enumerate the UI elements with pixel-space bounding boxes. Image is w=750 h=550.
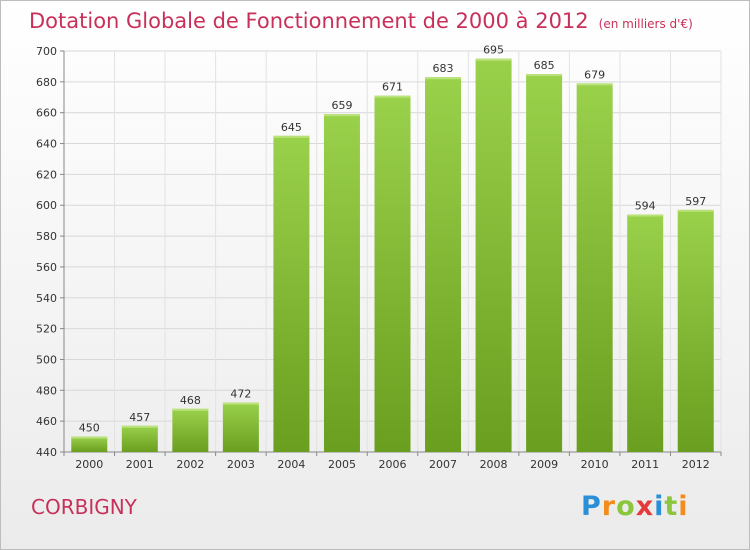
bar[interactable] (576, 83, 613, 452)
x-tick-label: 2000 (75, 458, 103, 471)
value-label: 594 (635, 199, 656, 212)
bars (71, 58, 714, 453)
y-tick-label: 600 (36, 199, 57, 212)
bar[interactable] (374, 95, 411, 452)
bar[interactable] (526, 74, 563, 452)
x-tick-label: 2009 (530, 458, 558, 471)
value-label: 671 (382, 81, 403, 94)
bar-highlight (323, 114, 360, 117)
logo-letter-x: x (635, 491, 655, 522)
value-label: 468 (180, 394, 201, 407)
bar[interactable] (323, 114, 360, 452)
city-name: CORBIGNY (31, 495, 137, 519)
logo-letter-i: i (654, 491, 665, 522)
bar-highlight (71, 436, 108, 439)
value-label: 659 (331, 99, 352, 112)
y-tick-label: 700 (36, 45, 57, 58)
axes: 440 460 480 500 520 540 560 580 600 620 640 660 680 7… (36, 45, 722, 471)
logo-letter-r: r (601, 491, 617, 522)
value-label: 685 (534, 59, 555, 72)
bar-highlight (627, 214, 664, 217)
logo-letter-o: o (616, 491, 636, 522)
y-tick-label: 480 (36, 384, 57, 397)
value-label: 679 (584, 68, 605, 81)
x-tick-label: 2012 (682, 458, 710, 471)
bar-highlight (222, 402, 259, 405)
y-tick-label: 520 (36, 323, 57, 336)
x-tick-label: 2008 (480, 458, 508, 471)
logo-letter-t: t (664, 491, 679, 522)
unit-label: (en milliers d'€) (598, 17, 693, 31)
y-tick-label: 680 (36, 76, 57, 89)
x-tick-label: 2011 (631, 458, 659, 471)
y-tick-label: 540 (36, 292, 57, 305)
value-label: 450 (79, 422, 100, 435)
bar[interactable] (677, 209, 714, 452)
value-label: 457 (129, 411, 150, 424)
value-label: 695 (483, 44, 504, 57)
title-text: Dotation Globale de Fonctionnement de 20… (29, 9, 589, 33)
x-tick-label: 2007 (429, 458, 457, 471)
proxiti-logo[interactable]: Proxiti (581, 491, 689, 522)
x-tick-label: 2006 (379, 458, 407, 471)
bar[interactable] (273, 135, 310, 453)
y-tick-label: 660 (36, 107, 57, 120)
bar[interactable] (222, 402, 259, 452)
value-label: 683 (433, 62, 454, 75)
bar-highlight (273, 135, 310, 138)
y-tick-label: 580 (36, 230, 57, 243)
logo-letter-i2: i (678, 491, 689, 522)
y-tick-label: 560 (36, 261, 57, 274)
bar[interactable] (71, 436, 108, 452)
bar[interactable] (627, 214, 664, 452)
x-tick-label: 2003 (227, 458, 255, 471)
bar-highlight (576, 83, 613, 86)
bar[interactable] (475, 58, 512, 452)
value-label: 597 (685, 195, 706, 208)
x-tick-label: 2004 (277, 458, 305, 471)
y-tick-label: 440 (36, 446, 57, 459)
value-label: 472 (230, 388, 251, 401)
bar-highlight (526, 74, 563, 77)
bar-highlight (121, 425, 158, 428)
bar-highlight (475, 58, 512, 61)
x-tick-label: 2005 (328, 458, 356, 471)
bar-highlight (677, 209, 714, 212)
bar-highlight (425, 77, 462, 80)
y-tick-label: 460 (36, 415, 57, 428)
bar[interactable] (425, 77, 462, 452)
x-tick-label: 2002 (176, 458, 204, 471)
x-tick-label: 2001 (126, 458, 154, 471)
chart-title: Dotation Globale de Fonctionnement de 20… (29, 9, 693, 33)
y-tick-label: 500 (36, 353, 57, 366)
x-tick-label: 2010 (581, 458, 609, 471)
y-tick-label: 640 (36, 138, 57, 151)
logo-letter-p: P (581, 491, 602, 522)
value-labels: 450 457 468 472 645 659 671 683 695 685 679 594 597 (79, 44, 706, 435)
bar[interactable] (172, 408, 209, 452)
bar-highlight (374, 95, 411, 98)
bar[interactable] (121, 425, 158, 452)
value-label: 645 (281, 121, 302, 134)
bar-highlight (172, 408, 209, 411)
y-tick-label: 620 (36, 168, 57, 181)
